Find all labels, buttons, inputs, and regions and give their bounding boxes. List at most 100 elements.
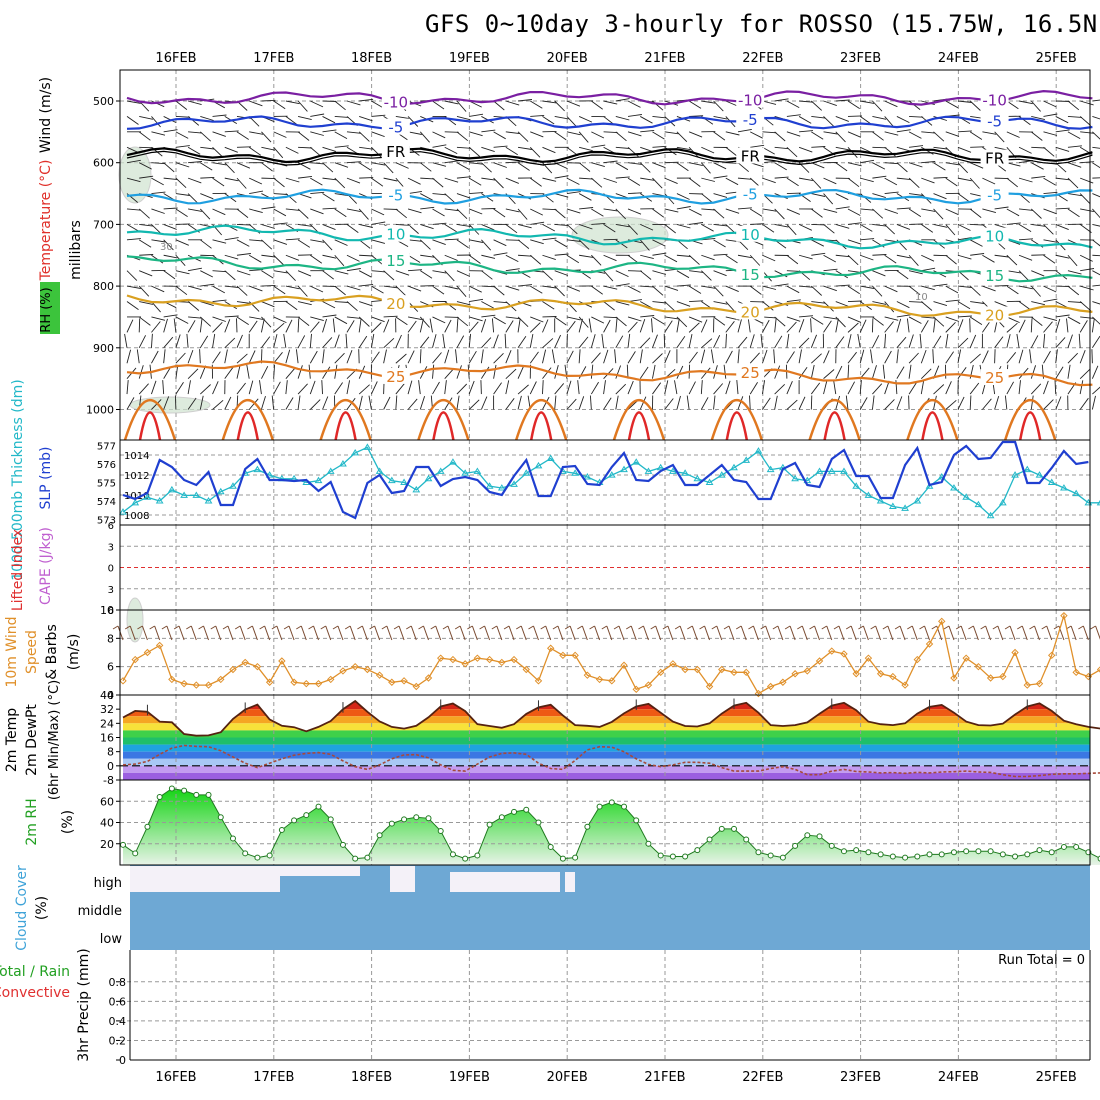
wind-barb (224, 315, 239, 318)
wind-barb (432, 193, 447, 196)
wind-speed-point (632, 685, 640, 694)
wind-barb (664, 177, 678, 185)
wind-barb (419, 239, 431, 250)
wind-barb (713, 239, 726, 248)
wind-barb (346, 268, 361, 272)
isotherm-label: 20 (741, 303, 760, 321)
wind-barb (823, 224, 835, 234)
wind-barb (444, 270, 455, 282)
wind-barb (139, 223, 154, 227)
wind-barb (639, 270, 652, 280)
wind-barb (896, 301, 910, 309)
wind-barb (799, 285, 814, 288)
wind-barb-10m (638, 625, 644, 630)
wind-barb (749, 285, 762, 295)
wind-barb (346, 380, 351, 395)
wind-barb (969, 131, 983, 140)
wind-barb (847, 316, 862, 323)
rh-point (902, 854, 909, 861)
wind-barb-10m (141, 625, 148, 641)
rh-point (229, 835, 236, 842)
wind-barb (1043, 380, 1049, 395)
wind-speed-point (351, 662, 359, 671)
thickness-point (167, 485, 176, 493)
isotherm-label-bg (381, 225, 410, 242)
wind-barb (1079, 380, 1084, 395)
rh-point (950, 849, 957, 856)
wind-barb (1006, 177, 1018, 188)
rh-point (914, 853, 921, 860)
wind-barb (542, 224, 556, 232)
wind-barb (295, 349, 299, 364)
wind-barb (896, 162, 908, 173)
wind-barb (468, 399, 480, 410)
wind-barb-10m (166, 625, 173, 641)
wind-barb (151, 116, 161, 128)
wind-barb (407, 316, 422, 321)
wind-barb (701, 193, 713, 203)
wind-barb (1067, 254, 1078, 267)
wind-barb (786, 381, 793, 395)
wind-barb (1043, 399, 1054, 410)
wind-barb (309, 399, 321, 410)
wind-barb (835, 318, 839, 333)
cloud-unit-label: (%) (34, 896, 50, 920)
wind-barb (920, 380, 925, 395)
wind-barb (664, 350, 671, 364)
wind-barb (493, 100, 505, 111)
wind-barb (1055, 285, 1070, 288)
isotherm-25 (1004, 398, 1057, 441)
wind-barb-10m (313, 625, 319, 641)
wind-barb (811, 146, 826, 148)
wind-barb (689, 222, 704, 225)
wind-barb (285, 367, 296, 379)
wind-barb (322, 100, 337, 102)
wind-barb (395, 382, 406, 395)
isotherm-25 (515, 398, 568, 441)
wind-barb (334, 285, 346, 296)
wind10m-barbs-label: & Barbs (44, 624, 60, 680)
thickness-point (766, 465, 775, 473)
wind-barb (933, 318, 936, 333)
rh-point (572, 854, 579, 861)
wind-barb (1080, 316, 1095, 319)
wind-barb (945, 285, 959, 294)
wind-barb (1031, 301, 1046, 306)
rh-point (388, 820, 395, 827)
wind-barb (627, 192, 643, 194)
wind-barb (884, 285, 898, 293)
wind-barb-10m (447, 625, 454, 641)
wind-barb (322, 177, 337, 181)
wind-barb (627, 351, 636, 364)
wind-barb (1018, 349, 1024, 364)
wind-barb (615, 223, 630, 228)
wind-barb (811, 239, 825, 247)
wind-barb (676, 193, 690, 200)
wind-barb (786, 333, 790, 348)
wind-barb (138, 131, 151, 141)
wind-barb (249, 177, 263, 185)
wind-barb (774, 131, 786, 142)
isotherm-line (126, 360, 1093, 387)
wind-speed-point (766, 682, 775, 691)
wind-barb (383, 315, 398, 318)
wind-barb (872, 131, 884, 141)
wind-barb (1031, 115, 1046, 121)
wind-barb (872, 115, 887, 120)
isotherm-label-bg (736, 185, 765, 202)
wind-barb (603, 319, 611, 333)
wind-speed-point (656, 668, 665, 677)
wind-barb (138, 239, 152, 248)
wind-barb-10m (569, 625, 576, 641)
isotherm-25 (710, 398, 763, 441)
wind-barb (432, 285, 445, 295)
wind-barb (481, 177, 496, 181)
wind-barb (346, 224, 359, 233)
wind-barb (566, 191, 581, 194)
wind-barb (346, 254, 360, 262)
wind-barb (1067, 145, 1082, 148)
wind-barb (126, 159, 141, 164)
wind-barb (579, 177, 594, 180)
wind-barb (847, 131, 862, 138)
wind-barb (908, 208, 922, 217)
